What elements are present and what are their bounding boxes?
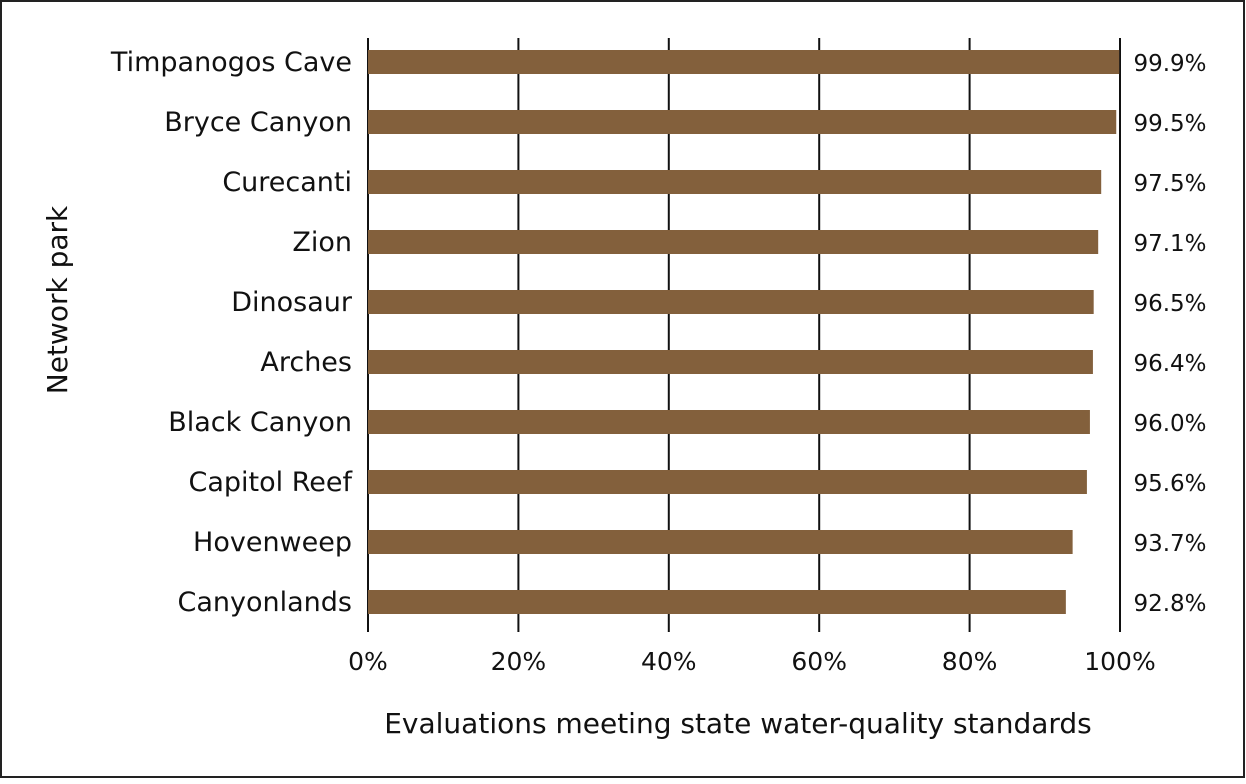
- value-label: 99.9%: [1133, 51, 1206, 77]
- bar: [368, 590, 1066, 614]
- x-axis-title: Evaluations meeting state water-quality …: [384, 707, 1092, 740]
- bar: [368, 530, 1073, 554]
- value-label: 96.5%: [1133, 291, 1206, 317]
- value-label: 97.1%: [1133, 231, 1206, 257]
- bar: [368, 230, 1099, 254]
- category-label: Dinosaur: [231, 287, 353, 318]
- value-label: 93.7%: [1133, 531, 1206, 557]
- x-tick-labels: 0% 20% 40% 60% 80% 100%: [348, 647, 1156, 676]
- bar: [368, 470, 1087, 494]
- value-label: 96.0%: [1133, 411, 1206, 437]
- category-label: Capitol Reef: [188, 467, 353, 498]
- category-label: Timpanogos Cave: [110, 47, 352, 78]
- category-label: Curecanti: [222, 167, 352, 198]
- bar: [368, 410, 1090, 434]
- category-label: Hovenweep: [193, 527, 352, 558]
- bar: [368, 110, 1117, 134]
- category-label: Black Canyon: [168, 407, 352, 438]
- value-label: 95.6%: [1133, 471, 1206, 497]
- x-tick-label: 80%: [942, 647, 998, 676]
- y-axis-title: Network park: [41, 205, 74, 394]
- x-tick-label: 0%: [348, 647, 388, 676]
- category-label: Arches: [260, 347, 352, 378]
- category-label: Zion: [292, 227, 352, 258]
- x-tick-label: 60%: [791, 647, 847, 676]
- bar: [368, 170, 1102, 194]
- category-labels: Timpanogos Cave Bryce Canyon Curecanti Zion…: [110, 47, 354, 618]
- bar: [368, 350, 1093, 374]
- x-tick-label: 40%: [641, 647, 697, 676]
- x-tick-label: 20%: [491, 647, 547, 676]
- value-label: 97.5%: [1133, 171, 1206, 197]
- value-label: 96.4%: [1133, 351, 1206, 377]
- value-label: 99.5%: [1133, 111, 1206, 137]
- category-label: Bryce Canyon: [164, 107, 352, 138]
- value-labels: 99.9% 99.5% 97.5% 97.1% 96.5% 96.4% 96.0% 95.6%…: [1133, 51, 1206, 617]
- bar: [368, 50, 1120, 74]
- bar: [368, 290, 1094, 314]
- bars: [368, 50, 1120, 614]
- x-tick-label: 100%: [1084, 647, 1155, 676]
- value-label: 92.8%: [1133, 591, 1206, 617]
- category-label: Canyonlands: [178, 587, 353, 618]
